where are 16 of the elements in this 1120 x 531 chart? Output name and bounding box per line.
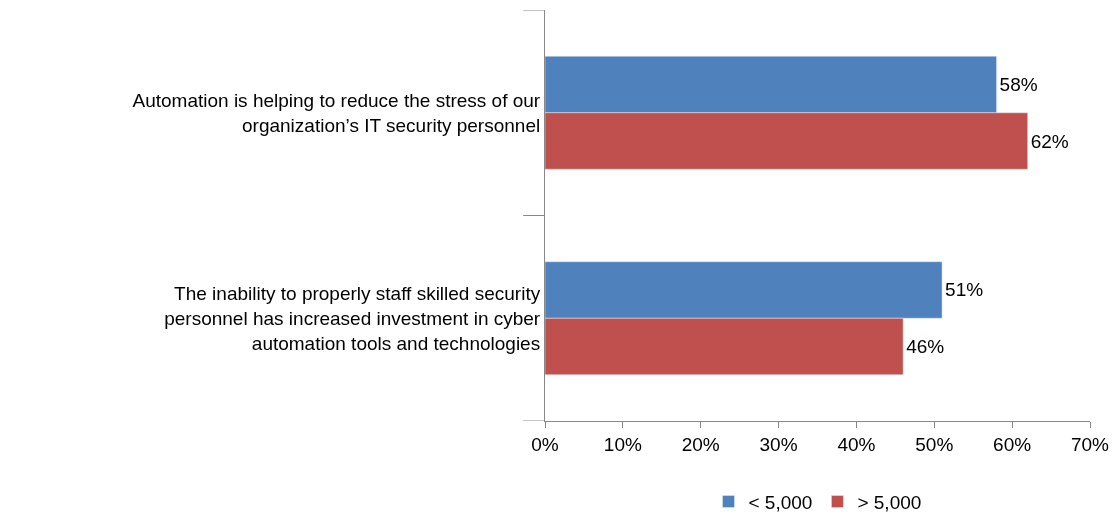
x-tick-label: 20% (681, 433, 720, 455)
x-tick-label: 60% (993, 433, 1032, 455)
x-tick-label: 30% (759, 433, 798, 455)
y-tick-label: The inability to properly staff skilled security personnel has increased investment in cyber automation tools and technologies (164, 283, 541, 354)
x-tick-label: 10% (603, 433, 642, 455)
data-label: 46% (906, 336, 945, 358)
legend-label: > 5,000 (857, 491, 922, 513)
x-tick-label: 40% (837, 433, 876, 455)
y-tick-label: Automation is helping to reduce the stress of our organization’s IT security personnel (132, 90, 541, 136)
x-tick-label: 50% (915, 433, 954, 455)
x-tick-label: 70% (1070, 433, 1110, 455)
data-label: 51% (945, 279, 984, 301)
x-tick-label: 0% (531, 433, 559, 455)
data-label: 58% (999, 74, 1038, 95)
legend-label: < 5,000 (748, 491, 813, 513)
data-label: 62% (1030, 130, 1069, 152)
